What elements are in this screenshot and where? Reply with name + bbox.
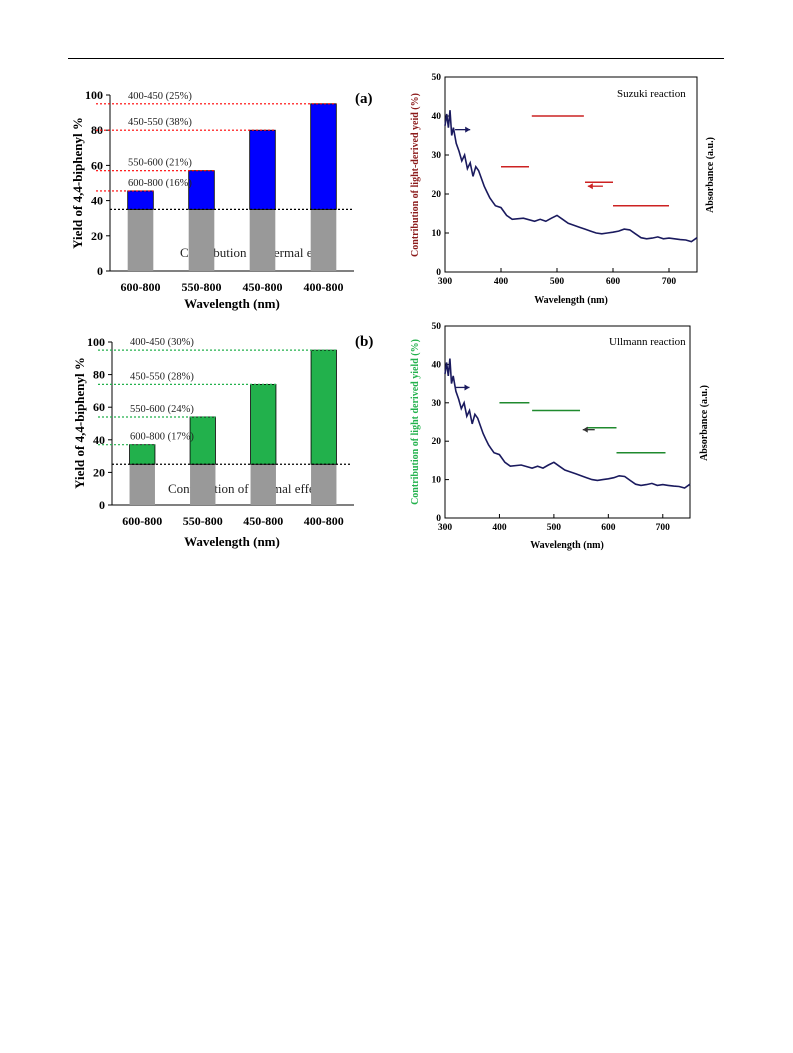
x-tick-label: 450-800 — [243, 514, 283, 528]
y2-axis-label-ullmann: Absorbance (a.u.) — [699, 385, 710, 461]
bar-thermal — [129, 464, 155, 505]
x-tick-label: 400 — [494, 277, 509, 287]
y-tick-label: 40 — [432, 360, 442, 370]
range-label: 600-800 (17%) — [130, 432, 194, 443]
x-axis-label-suzuki: Wavelength (nm) — [534, 295, 608, 306]
x-axis-label-a: Wavelength (nm) — [184, 296, 280, 311]
range-label: 450-550 (28%) — [130, 371, 194, 382]
plot-frame — [444, 325, 691, 519]
y-tick-label: 40 — [91, 194, 103, 208]
absorbance-curve — [444, 110, 698, 243]
y-tick-label: 0 — [436, 514, 441, 524]
panel-label-b: (b) — [355, 334, 373, 350]
bar-light — [310, 103, 337, 210]
y-tick-label: 30 — [432, 399, 442, 409]
y-axis-label-b: Yield of 4,4-biphenyl % — [72, 357, 87, 489]
range-label: 550-600 (21%) — [128, 158, 192, 169]
x-tick-label: 300 — [438, 523, 453, 533]
x-tick-label: 300 — [438, 277, 453, 287]
bar-light — [129, 444, 156, 465]
bar-light — [189, 416, 216, 465]
bar-light — [127, 190, 154, 210]
thermal-label-b: Contribution of thermal effect — [168, 481, 324, 496]
y-tick-label: 40 — [432, 112, 442, 122]
range-label: 400-450 (30%) — [130, 337, 194, 348]
x-tick-label: 600 — [601, 523, 616, 533]
x-tick-label: 600-800 — [122, 514, 162, 528]
axis-arrow-head — [465, 126, 471, 133]
y-tick-label: 50 — [432, 73, 442, 83]
x-tick-label: 600-800 — [121, 280, 161, 294]
range-label: 400-450 (25%) — [128, 91, 192, 102]
range-label: 600-800 (16%) — [128, 178, 192, 189]
y2-axis-label-suzuki: Absorbance (a.u.) — [705, 137, 716, 213]
bar-thermal — [249, 209, 276, 271]
x-tick-label: 550-800 — [182, 280, 222, 294]
bar-thermal — [127, 209, 154, 271]
y-tick-label: 10 — [432, 229, 442, 239]
y-tick-label: 30 — [432, 151, 442, 161]
axis-arrow-head — [464, 384, 470, 391]
range-label: 450-550 (38%) — [128, 117, 192, 128]
y-tick-label: 10 — [432, 476, 442, 486]
y-tick-label: 20 — [432, 437, 442, 447]
y-axis-label-a: Yield of 4,4-biphenyl % — [70, 117, 85, 249]
bar-thermal — [311, 464, 337, 505]
page-header-rule — [68, 58, 724, 59]
x-tick-label: 600 — [606, 277, 621, 287]
x-tick-label: 500 — [547, 523, 562, 533]
y-axis-label-suzuki: Contribution of light-derived yeid (%) — [410, 93, 421, 257]
range-label: 550-600 (24%) — [130, 404, 194, 415]
bar-thermal — [190, 464, 216, 505]
bar-light — [188, 170, 215, 210]
y-tick-label: 60 — [91, 158, 103, 172]
x-tick-label: 700 — [662, 277, 677, 287]
bar-thermal — [310, 209, 337, 271]
y-tick-label: 80 — [91, 123, 103, 137]
plot-frame — [444, 76, 698, 273]
y-tick-label: 0 — [97, 264, 103, 278]
axis-arrow-head — [582, 426, 588, 433]
x-tick-label: 550-800 — [183, 514, 223, 528]
y-tick-label: 0 — [436, 268, 441, 278]
panel-title-ullmann: Ullmann reaction — [609, 336, 686, 348]
x-tick-label: 700 — [656, 523, 671, 533]
x-tick-label: 400-800 — [304, 514, 344, 528]
y-axis-label-ullmann: Contribution of light derived yield (%) — [410, 339, 421, 505]
y-tick-label: 20 — [91, 229, 103, 243]
bar-thermal — [250, 464, 276, 505]
bar-light — [249, 129, 276, 210]
axis-arrow-head — [587, 183, 593, 190]
y-tick-label: 20 — [432, 190, 442, 200]
absorbance-curve — [444, 358, 691, 489]
x-axis-label-ullmann: Wavelength (nm) — [530, 540, 604, 551]
y-tick-label: 60 — [93, 400, 105, 414]
panel-label-a: (a) — [355, 91, 373, 107]
y-tick-label: 100 — [87, 335, 105, 349]
bar-thermal — [188, 209, 215, 271]
x-axis-label-b: Wavelength (nm) — [184, 534, 280, 549]
x-tick-label: 450-800 — [243, 280, 283, 294]
bar-light — [250, 383, 277, 465]
y-tick-label: 50 — [432, 322, 442, 332]
y-tick-label: 40 — [93, 433, 105, 447]
y-tick-label: 100 — [85, 88, 103, 102]
x-tick-label: 400 — [492, 523, 507, 533]
panel-title-suzuki: Suzuki reaction — [617, 88, 686, 100]
thermal-label-a: Contribution of thermal effect — [180, 245, 336, 260]
x-tick-label: 400-800 — [304, 280, 344, 294]
y-tick-label: 0 — [99, 498, 105, 512]
y-tick-label: 80 — [93, 368, 105, 382]
bar-light — [310, 349, 337, 465]
y-tick-label: 20 — [93, 465, 105, 479]
x-tick-label: 500 — [550, 277, 565, 287]
